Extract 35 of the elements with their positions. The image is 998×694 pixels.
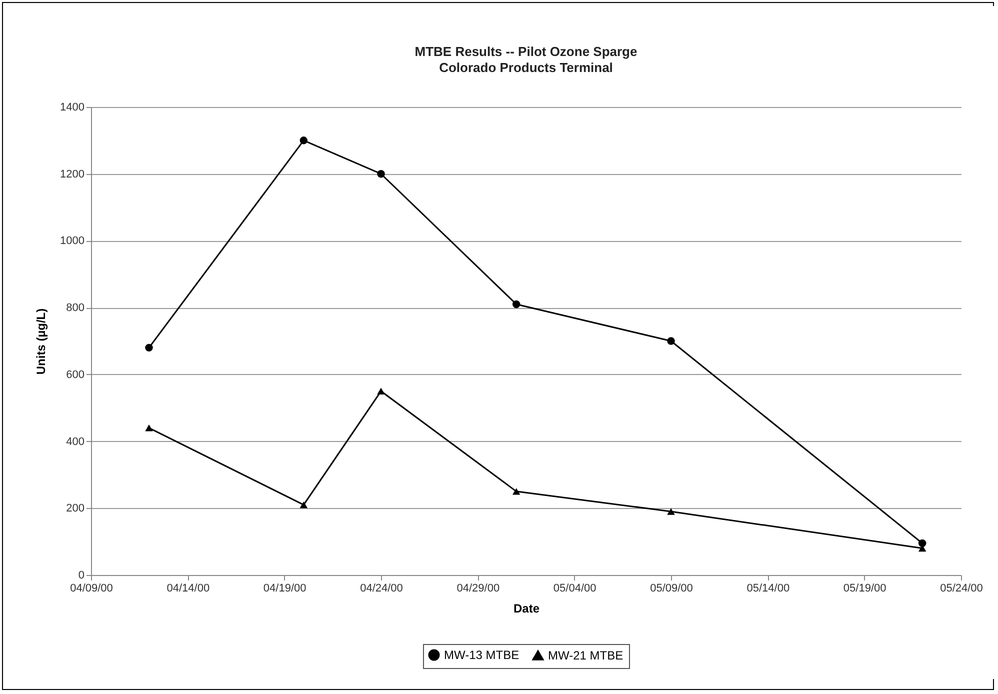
y-tick-label: 1400 <box>60 102 84 114</box>
y-tick-label: 0 <box>78 570 84 582</box>
point <box>377 388 385 394</box>
x-tick-label: 04/14/00 <box>166 582 210 594</box>
x-tick-label: 05/04/00 <box>553 582 596 594</box>
x-tick-label: 04/24/00 <box>360 582 403 594</box>
x-tick-label: 05/14/00 <box>746 582 790 594</box>
point <box>667 337 675 345</box>
y-axis-title: Units (µg/L) <box>34 308 48 375</box>
x-axis-title: Date <box>513 602 540 616</box>
y-tick-label: 400 <box>66 436 84 448</box>
x-tick-label: 04/29/00 <box>456 582 500 594</box>
y-tick-label: 1000 <box>60 235 84 248</box>
y-tick-label: 600 <box>66 368 84 381</box>
point <box>300 136 308 144</box>
x-tick-label: 04/09/00 <box>70 582 113 594</box>
point <box>512 488 520 495</box>
chart-subtitle: Colorado Products Terminal <box>439 60 613 75</box>
y-tick-label: 800 <box>66 302 84 314</box>
chart-title: MTBE Results -- Pilot Ozone Sparge <box>414 44 638 59</box>
point <box>300 501 308 508</box>
y-tick-label: 1200 <box>60 168 84 180</box>
point <box>145 344 153 352</box>
point <box>377 170 385 178</box>
x-tick-label: 05/19/00 <box>843 582 886 594</box>
point <box>145 424 153 432</box>
point <box>918 539 926 548</box>
legend-label: MW-13 MTBE <box>444 648 520 662</box>
x-tick-label: 04/19/00 <box>263 582 306 594</box>
x-tick-label: 05/24/00 <box>940 582 983 594</box>
legend-label: MW-21 MTBE <box>548 648 624 662</box>
point <box>512 300 520 308</box>
point <box>667 508 675 515</box>
x-tick-label: 05/09/00 <box>650 582 693 594</box>
y-tick-label: 200 <box>66 502 84 515</box>
